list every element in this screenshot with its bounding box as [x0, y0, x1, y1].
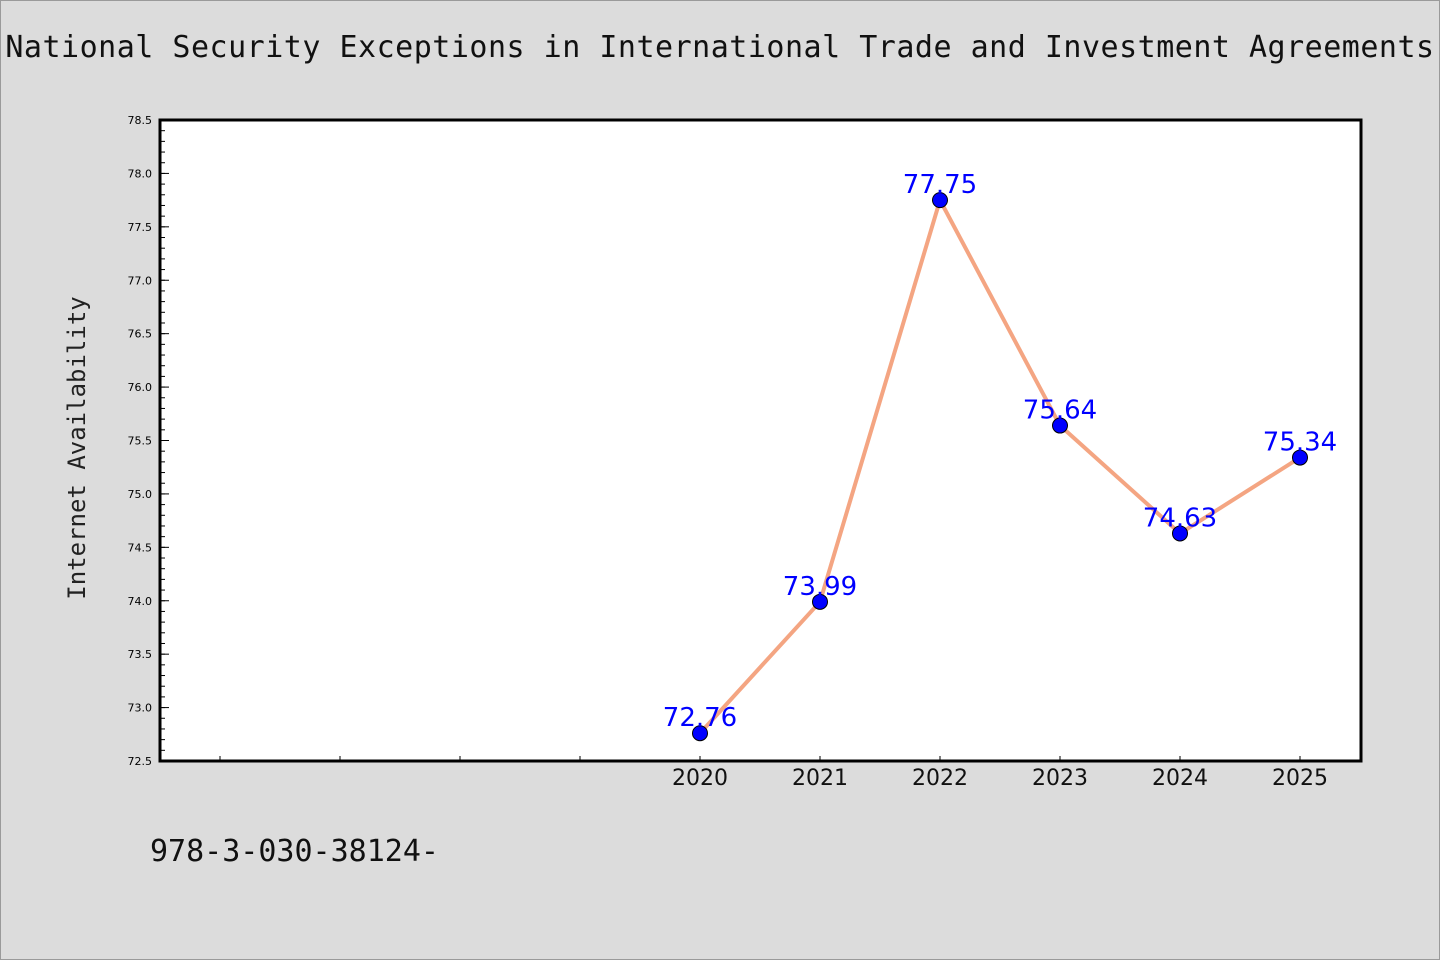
- x-tick-label: 2023: [1032, 766, 1088, 791]
- y-tick-label: 74.5: [128, 541, 153, 554]
- data-point: [1292, 449, 1308, 466]
- x-tick-label: 2021: [792, 766, 848, 791]
- x-tick-label: 2020: [672, 766, 728, 791]
- x-tick-label: 2022: [912, 766, 968, 791]
- series-line: [698, 198, 1302, 736]
- y-tick-label: 76.0: [128, 381, 153, 394]
- data-label: 72.76: [663, 703, 737, 733]
- y-tick-label: 72.5: [128, 755, 153, 768]
- data-point: [1052, 417, 1068, 434]
- data-label: 73.99: [783, 572, 857, 602]
- y-tick-label: 73.5: [128, 648, 153, 661]
- data-point: [812, 593, 828, 610]
- x-tick-label: 2025: [1272, 766, 1328, 791]
- plot-border: [158, 118, 1363, 763]
- data-point: [1172, 525, 1188, 542]
- data-label: 75.64: [1023, 396, 1097, 426]
- y-tick-label: 75.0: [128, 488, 153, 501]
- data-label: 75.34: [1263, 428, 1337, 458]
- data-label: 74.63: [1143, 503, 1217, 533]
- footnote-isbn: 978-3-030-38124-: [150, 834, 439, 869]
- x-tick-label: 2024: [1152, 766, 1208, 791]
- y-tick-label: 78.5: [128, 114, 153, 127]
- y-tick-label: 73.0: [128, 702, 153, 715]
- y-tick-label: 78.0: [128, 167, 153, 180]
- y-tick-label: 77.0: [128, 274, 153, 287]
- chart-title: National Security Exceptions in Internat…: [5, 30, 1435, 65]
- y-tick-label: 77.5: [128, 221, 153, 234]
- data-point: [932, 192, 948, 209]
- y-tick-label: 74.0: [128, 595, 153, 608]
- y-tick-label: 75.5: [128, 435, 153, 448]
- plot-area: [160, 120, 1361, 761]
- data-label: 77.75: [903, 170, 977, 200]
- y-tick-label: 76.5: [128, 328, 153, 341]
- data-point: [692, 725, 708, 742]
